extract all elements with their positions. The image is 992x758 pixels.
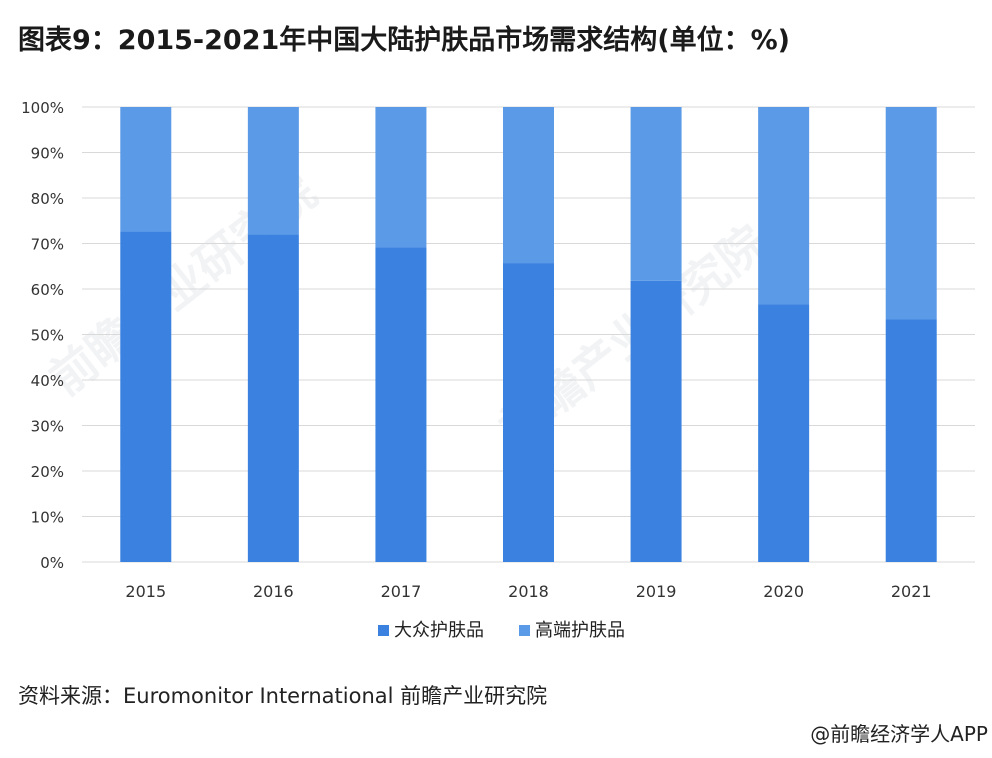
legend-label: 高端护肤品: [535, 620, 625, 641]
bar-segment-mass: [630, 280, 682, 562]
y-tick-label: 30%: [31, 418, 64, 436]
credit-note: @前瞻经济学人APP: [810, 722, 988, 746]
y-tick-label: 80%: [31, 190, 64, 208]
bar-segment-premium: [758, 107, 810, 305]
stacked-bar-chart: 0% 10% 20% 30% 40% 50% 60% 70% 80% 90% 100% 2015 201…: [21, 99, 975, 641]
bar-segment-mass: [120, 231, 172, 562]
bar-segment-mass: [885, 319, 937, 562]
y-tick-label: 90%: [31, 145, 64, 163]
legend-label: 大众护肤品: [394, 620, 484, 641]
y-tick-label: 60%: [31, 281, 64, 299]
bar-segment-premium: [630, 107, 682, 281]
bar-segment-mass: [375, 247, 427, 562]
x-tick-label: 2020: [763, 582, 804, 601]
y-tick-label: 40%: [31, 372, 64, 390]
chart-title: 图表9：2015-2021年中国大陆护肤品市场需求结构(单位：%): [18, 25, 791, 56]
y-tick-label: 70%: [31, 236, 64, 254]
legend-swatch: [519, 625, 530, 636]
x-tick-label: 2015: [125, 582, 166, 601]
bar-segment-premium: [120, 107, 172, 232]
bar-segment-premium: [885, 107, 937, 320]
bar-segment-mass: [758, 304, 810, 562]
y-tick-label: 20%: [31, 463, 64, 481]
y-tick-label: 100%: [21, 99, 64, 117]
x-tick-label: 2019: [636, 582, 677, 601]
y-tick-label: 0%: [40, 554, 64, 572]
bar-segment-mass: [503, 263, 554, 562]
bar-segment-premium: [375, 107, 427, 248]
bar-segment-premium: [503, 107, 554, 264]
bar-segment-premium: [247, 107, 299, 235]
y-tick-label: 50%: [31, 327, 64, 345]
x-tick-label: 2016: [253, 582, 294, 601]
legend-swatch: [378, 625, 389, 636]
source-note: 资料来源：Euromonitor International 前瞻产业研究院: [18, 684, 548, 708]
bar-segment-mass: [247, 234, 299, 562]
y-tick-label: 10%: [31, 509, 64, 527]
x-tick-label: 2017: [381, 582, 422, 601]
x-tick-label: 2021: [891, 582, 932, 601]
x-tick-label: 2018: [508, 582, 549, 601]
